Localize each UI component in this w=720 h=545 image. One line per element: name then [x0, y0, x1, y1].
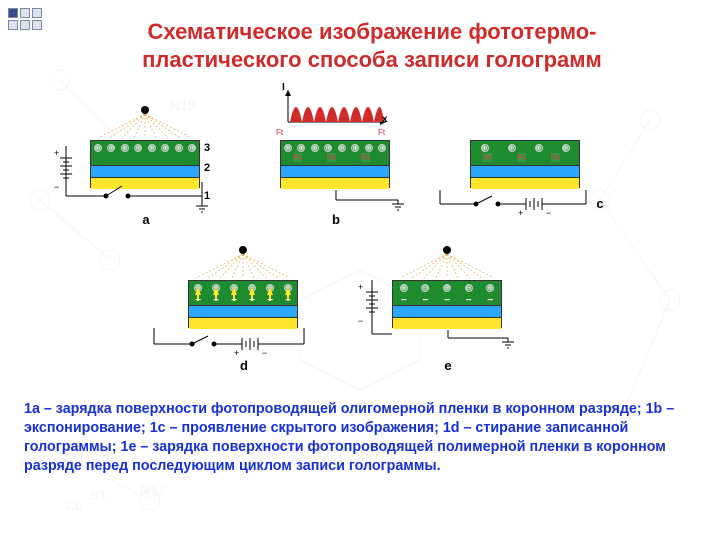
fn-2: Fn [517, 153, 526, 162]
panel-label-b: b [326, 212, 346, 227]
fn-3: Fn [551, 153, 560, 162]
fn-3: Fn [361, 153, 370, 162]
film-layer: ⊕⊖⊕⊖⊕ −−−−− [393, 281, 501, 305]
ft-left: Ft [276, 128, 283, 137]
corona-tip-icon [141, 106, 149, 114]
corona-tip-icon [239, 246, 247, 254]
surface-charges: ⊕⊕⊕⊕ ⊕⊕⊕⊕ [281, 143, 389, 153]
panel-label-e: e [438, 358, 458, 373]
surface-charges: ⊕⊕⊕⊕ [471, 143, 579, 153]
panel-d: ⊕⊕⊕⊕ ⊕⊕ −−−−−− [188, 280, 298, 328]
circuit-d: + − [148, 326, 328, 356]
surface-charges: ⊕⊖⊕⊖⊕ [393, 283, 501, 293]
photoconductor-layer [471, 165, 579, 177]
fn-1: Fn [483, 153, 492, 162]
diagram-area: I x ⊕⊕⊕⊕ [70, 86, 650, 386]
corona-tip-icon [443, 246, 451, 254]
intensity-y-label: I [282, 82, 285, 93]
svg-text:+: + [54, 148, 59, 158]
circuit-b [334, 186, 414, 210]
svg-text:N17: N17 [140, 482, 166, 498]
panel-label-c: c [590, 196, 610, 211]
bottom-charges: −−−−−− [189, 295, 297, 303]
intensity-plot: I x [282, 86, 390, 126]
layer-stack-e: ⊕⊖⊕⊖⊕ −−−−− [392, 280, 502, 328]
svg-text:−: − [358, 316, 363, 326]
film-layer: ⊕⊕⊕⊕ Fn Fn Fn [471, 141, 579, 165]
circuit-c: + − [436, 186, 606, 216]
svg-text:−: − [54, 182, 59, 192]
photoconductor-layer [189, 305, 297, 317]
film-layer: ⊕⊕⊕⊕ ⊕⊕ −−−−−− [189, 281, 297, 305]
title-line-2: пластического способа записи голограмм [142, 47, 602, 72]
svg-text:−: − [546, 208, 551, 218]
panel-a: ⊕⊕⊕⊕ ⊕⊕⊕⊕ 3 2 1 [90, 140, 200, 188]
film-layer: ⊕⊕⊕⊕ ⊕⊕⊕⊕ Fn Fn Fn [281, 141, 389, 165]
circuit-a: + − [46, 146, 226, 212]
panel-label-d: d [234, 358, 254, 373]
panel-b: Ft Ft ⊕⊕⊕⊕ ⊕⊕⊕⊕ Fn Fn Fn [280, 140, 390, 188]
svg-text:+: + [518, 208, 523, 218]
svg-text:Cu: Cu [65, 497, 83, 513]
intensity-x-label: x [382, 114, 388, 125]
ft-right: Ft [378, 128, 385, 137]
circuit-e: + − [352, 278, 392, 348]
fn-1: Fn [293, 153, 302, 162]
corona-a [90, 106, 200, 136]
svg-text:S1: S1 [90, 487, 107, 503]
corona-d [188, 246, 298, 276]
bottom-charges: −−−−− [393, 295, 501, 303]
svg-text:−: − [262, 348, 267, 358]
svg-text:+: + [234, 348, 239, 358]
slide-title: Схематическое изображение фототермо- пла… [44, 18, 700, 73]
svg-text:+: + [358, 282, 363, 292]
photoconductor-layer [281, 165, 389, 177]
fn-2: Fn [327, 153, 336, 162]
corona-e [392, 246, 502, 276]
panel-c: ⊕⊕⊕⊕ Fn Fn Fn [470, 140, 580, 188]
corner-decoration [8, 8, 42, 30]
layer-stack-c: ⊕⊕⊕⊕ Fn Fn Fn [470, 140, 580, 188]
caption-text: 1a – зарядка поверхности фотопроводящей … [24, 400, 696, 475]
panel-label-a: a [136, 212, 156, 227]
photoconductor-layer [393, 305, 501, 317]
panel-e: ⊕⊖⊕⊖⊕ −−−−− + − [392, 280, 502, 328]
layer-stack-b: ⊕⊕⊕⊕ ⊕⊕⊕⊕ Fn Fn Fn [280, 140, 390, 188]
ground-e [448, 326, 528, 348]
title-line-1: Схематическое изображение фототермо- [148, 19, 597, 44]
layer-stack-d: ⊕⊕⊕⊕ ⊕⊕ −−−−−− [188, 280, 298, 328]
